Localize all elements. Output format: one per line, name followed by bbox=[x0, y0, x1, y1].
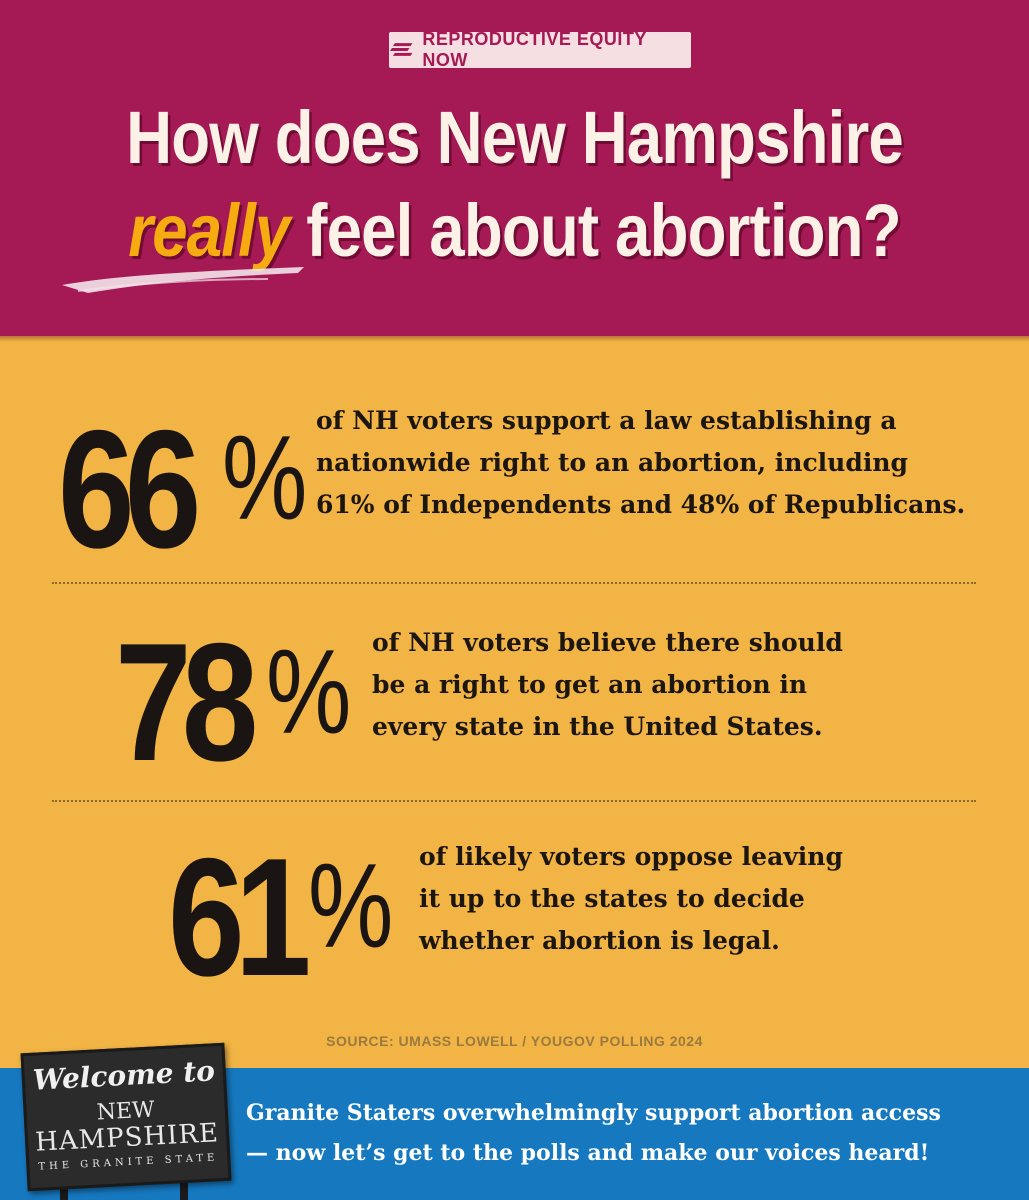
stat-1-line: 61% of Independents and 48% of Republica… bbox=[316, 490, 966, 519]
stat-1-line: of NH voters support a law establishing … bbox=[316, 406, 897, 435]
footer-message: Granite Staters overwhelmingly support a… bbox=[246, 1093, 1006, 1173]
stat-3-line: whether abortion is legal. bbox=[419, 926, 780, 955]
footer-line-2: — now let’s get to the polls and make ou… bbox=[246, 1140, 930, 1166]
divider bbox=[52, 800, 976, 802]
stat-2-number: 78 bbox=[115, 608, 258, 796]
brand-badge: REPRODUCTIVE EQUITY NOW bbox=[389, 29, 691, 70]
brand-badge-label: REPRODUCTIVE EQUITY NOW bbox=[422, 29, 647, 70]
headline-emphasis: really bbox=[128, 189, 290, 272]
stripes-logo-icon bbox=[389, 43, 413, 56]
stat-1-percent: % bbox=[222, 411, 308, 545]
stat-3-line: of likely voters oppose leaving bbox=[419, 842, 843, 871]
stat-2-line: be a right to get an abortion in bbox=[372, 670, 808, 699]
source-citation: SOURCE: UMASS LOWELL / YOUGOV POLLING 20… bbox=[326, 1033, 703, 1049]
sign-post bbox=[180, 1176, 188, 1200]
brush-swoosh-decoration bbox=[62, 267, 304, 293]
stat-3-percent: % bbox=[308, 839, 394, 973]
stat-2-percent: % bbox=[266, 625, 352, 759]
stat-2-line: of NH voters believe there should bbox=[372, 628, 843, 657]
stat-2-description: of NH voters believe there should be a r… bbox=[372, 622, 843, 748]
sign-welcome-text: Welcome to bbox=[32, 1054, 216, 1097]
headline-line-2: really feel about abortion? bbox=[72, 188, 957, 273]
stat-1-description: of NH voters support a law establishing … bbox=[316, 400, 965, 526]
stat-3-description: of likely voters oppose leaving it up to… bbox=[419, 836, 843, 962]
stat-1-line: nationwide right to an abortion, includi… bbox=[316, 448, 908, 477]
headline-line-2-rest: feel about abortion? bbox=[289, 189, 901, 272]
divider bbox=[52, 582, 976, 584]
stat-2-line: every state in the United States. bbox=[372, 712, 823, 741]
footer-line-1: Granite Staters overwhelmingly support a… bbox=[246, 1100, 941, 1126]
stat-1-number: 66 bbox=[58, 395, 201, 583]
welcome-sign-image: Welcome to NEW HAMPSHIRE THE GRANITE STA… bbox=[20, 1042, 232, 1192]
headline-line-1: How does New Hampshire bbox=[126, 96, 904, 179]
stat-3-line: it up to the states to decide bbox=[419, 884, 805, 913]
stat-3-number: 61 bbox=[168, 823, 311, 1011]
